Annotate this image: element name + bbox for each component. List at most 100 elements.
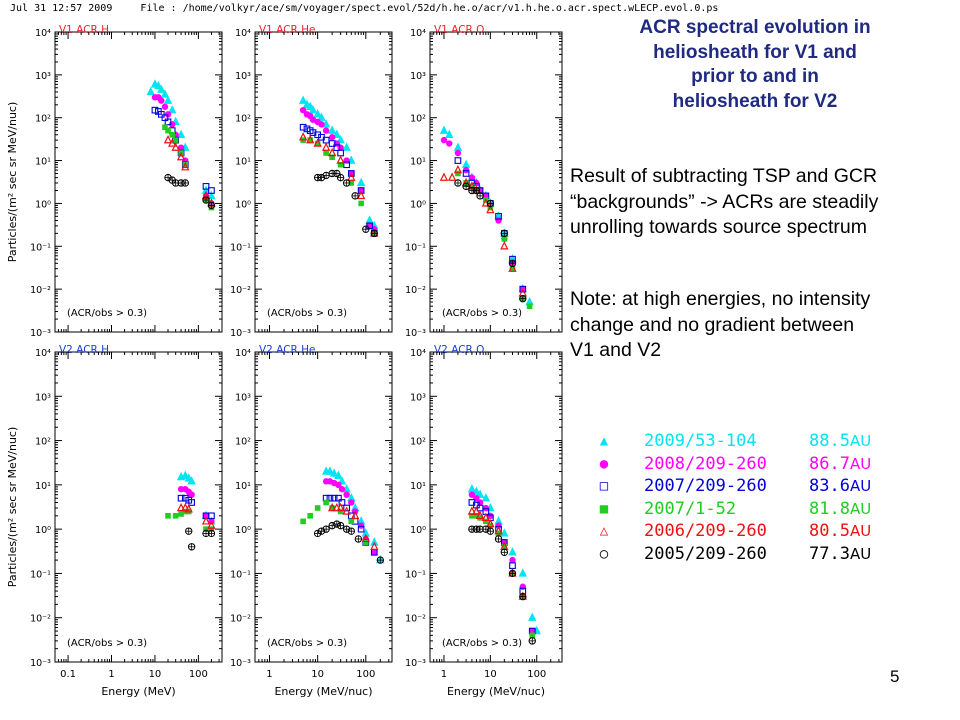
data-series	[322, 494, 378, 556]
data-point	[165, 127, 171, 134]
y-tick-label: 10⁻¹	[30, 242, 51, 253]
y-tick-label: 10¹	[235, 481, 251, 492]
ratio-annotation: (ACR/obs > 0.3)	[267, 308, 347, 319]
data-point	[454, 149, 462, 157]
y-tick-label: 10⁴	[35, 28, 51, 39]
data-point	[184, 504, 193, 513]
panel-frame	[254, 31, 393, 333]
legend-unit: AU	[849, 454, 872, 473]
y-tick-label: 10⁰	[235, 199, 251, 210]
data-point	[445, 129, 454, 138]
data-point	[476, 192, 484, 200]
data-series	[454, 179, 527, 303]
data-point	[322, 171, 330, 180]
data-point	[337, 161, 344, 168]
data-series	[468, 525, 536, 645]
data-point	[172, 137, 179, 143]
data-point	[208, 187, 215, 194]
data-point	[526, 303, 533, 309]
y-tick-label: 10¹	[35, 481, 51, 492]
y-tick-label: 10¹	[410, 157, 426, 168]
y-tick-label: 10⁰	[410, 199, 426, 210]
data-point	[162, 124, 168, 131]
data-series	[298, 95, 379, 230]
y-tick-label: 10⁻³	[405, 328, 426, 339]
data-point	[494, 526, 503, 535]
data-point	[201, 516, 211, 525]
data-point	[165, 513, 171, 519]
data-point	[358, 200, 364, 207]
data-point	[163, 95, 173, 104]
data-point	[168, 105, 177, 114]
data-point	[342, 179, 351, 187]
data-point	[181, 470, 190, 480]
paragraph-line: unrolling towards source spectrum	[570, 216, 867, 238]
data-point	[528, 612, 537, 621]
data-point	[467, 506, 477, 515]
y-tick-label: 10³	[35, 392, 51, 403]
result-paragraph: Result of subtracting TSP and GCR “backg…	[570, 164, 955, 241]
data-point	[318, 121, 325, 128]
data-point	[164, 111, 172, 118]
data-point	[177, 494, 185, 502]
data-point	[486, 518, 495, 528]
data-point	[343, 491, 350, 498]
y-tick-label: 10⁰	[35, 199, 51, 210]
data-point	[347, 527, 356, 535]
y-tick-label: 10³	[235, 392, 251, 403]
data-point	[494, 535, 503, 543]
data-point	[509, 265, 516, 272]
data-point	[208, 512, 215, 520]
y-tick-label: 10⁻²	[30, 285, 51, 296]
data-point	[501, 235, 508, 242]
legend-distance: 88.5	[809, 431, 850, 451]
panel-title: V2 ACR He	[259, 344, 316, 356]
data-point	[336, 155, 345, 164]
data-point	[157, 84, 166, 93]
data-point	[169, 131, 176, 138]
data-point	[468, 174, 476, 181]
data-point	[333, 520, 341, 528]
data-point	[187, 476, 196, 485]
data-point	[333, 169, 341, 178]
y-tick-label: 10⁻²	[230, 285, 251, 296]
legend-unit: AU	[849, 522, 872, 540]
data-point	[335, 481, 342, 489]
data-series	[163, 134, 216, 207]
data-series	[313, 520, 384, 564]
paragraph-line: change and no gradient between	[570, 313, 855, 336]
y-tick-label: 10⁻¹	[30, 569, 51, 580]
legend-marker-icon: ○	[599, 545, 609, 562]
data-point	[487, 522, 494, 529]
data-point	[529, 632, 536, 639]
data-point	[462, 170, 470, 177]
y-tick-label: 10⁴	[235, 28, 251, 39]
data-point	[342, 142, 351, 151]
y-tick-label: 10²	[235, 437, 251, 448]
x-axis-label: Energy (MeV/nuc)	[447, 685, 545, 698]
data-point	[481, 512, 491, 522]
data-point	[335, 494, 342, 502]
legend-entry: □ 2007/209-260 83.6 AU	[592, 475, 871, 498]
data-point	[307, 513, 313, 519]
data-series	[300, 499, 369, 546]
data-point	[327, 147, 337, 157]
panel-frame	[429, 351, 563, 663]
data-point	[171, 142, 180, 151]
panel: V1 ACR He	[254, 24, 393, 333]
data-series	[299, 106, 378, 233]
x-axis-label: Energy (MeV)	[101, 685, 175, 698]
data-point	[188, 491, 195, 498]
x-tick-label: 100	[527, 669, 546, 680]
data-point	[322, 127, 330, 134]
data-point	[163, 134, 173, 144]
legend-entry: ▲ 2009/53-104 88.5 AU	[592, 430, 871, 453]
data-series	[177, 485, 215, 525]
data-point	[508, 547, 517, 556]
data-point	[299, 106, 307, 114]
data-point	[157, 110, 165, 118]
y-tick-label: 10⁻³	[230, 328, 251, 339]
legend-period: 2008/209-260	[644, 453, 767, 474]
paragraph-line: “backgrounds” -> ACRs are steadily	[570, 190, 879, 213]
